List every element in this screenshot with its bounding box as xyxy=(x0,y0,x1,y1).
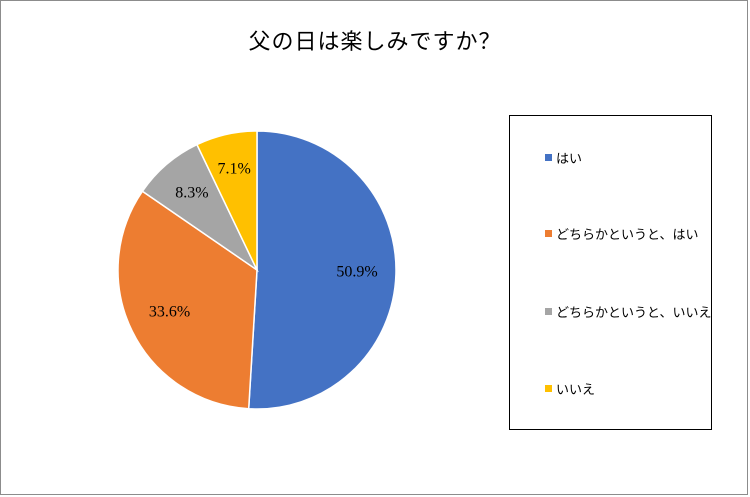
pie-slice-yes xyxy=(247,130,397,410)
data-label-yes: 50.9% xyxy=(336,264,377,281)
pie-slice-no xyxy=(195,130,258,271)
legend-label-somewhat-yes: どちらかというと、はい xyxy=(556,228,699,243)
legend-swatch-no xyxy=(545,385,552,392)
legend-swatch-somewhat-yes xyxy=(545,230,552,237)
legend-label-somewhat-no: どちらかというと、いいえ xyxy=(556,306,712,321)
legend-label-no: いいえ xyxy=(556,383,596,398)
legend-swatch-somewhat-no xyxy=(545,308,552,315)
legend-item-somewhat-no: どちらかというと、いいえ xyxy=(545,302,711,321)
legend-label-yes: はい xyxy=(556,152,583,167)
data-label-no: 7.1% xyxy=(218,160,251,177)
pie-slice-somewhat-yes xyxy=(117,190,258,410)
data-label-somewhat-yes: 33.6% xyxy=(149,303,190,320)
pie-data-labels: 50.9% 33.6% 8.3% 7.1% xyxy=(149,160,378,320)
legend-item-yes: はい xyxy=(545,148,582,167)
chart-title: 父の日は楽しみですか？ xyxy=(248,30,502,55)
legend: はい どちらかというと、はい どちらかというと、いいえ いいえ xyxy=(509,115,712,430)
pie-slices xyxy=(117,130,397,410)
data-label-somewhat-no: 8.3% xyxy=(175,185,208,202)
legend-swatch-yes xyxy=(545,154,552,161)
legend-item-somewhat-yes: どちらかというと、はい xyxy=(545,224,698,243)
legend-item-no: いいえ xyxy=(545,379,595,398)
